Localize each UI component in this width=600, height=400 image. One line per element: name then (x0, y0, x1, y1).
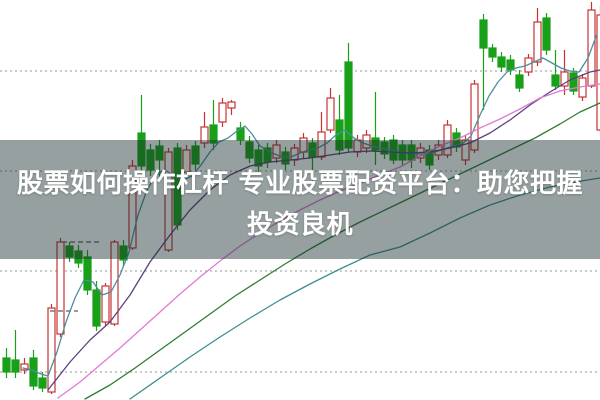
candle-down (146, 149, 155, 171)
headline-overlay: 股票如何操作杠杆 专业股票配资平台：助您把握 投资良机 (0, 140, 600, 259)
candle-up (596, 14, 600, 131)
candle-up (128, 165, 137, 249)
candle-up (20, 363, 29, 371)
candle-up (218, 102, 227, 123)
candle-down (569, 72, 578, 92)
ma-fast-teal-line (22, 33, 598, 377)
ma-purple-line (47, 69, 600, 391)
candle-down (137, 132, 146, 167)
candle-up (110, 241, 119, 325)
candle-up (443, 124, 452, 156)
candle-down (497, 56, 506, 68)
candle-down (515, 74, 524, 89)
candle-up (200, 126, 209, 144)
candle-down (155, 145, 164, 161)
candle-down (551, 74, 560, 87)
candle-down (92, 289, 101, 327)
candle-down (254, 149, 263, 167)
candle-down (542, 17, 551, 51)
candle-up (470, 83, 479, 151)
candle-down (119, 245, 128, 261)
candle-up (362, 134, 371, 149)
headline-line-2: 投资良机 (246, 209, 353, 240)
candle-up (533, 21, 542, 63)
candle-up (182, 149, 191, 173)
candle-down (488, 47, 497, 58)
candle-down (74, 250, 83, 264)
candle-up (461, 139, 470, 161)
candle-up (47, 307, 56, 393)
candle-down (425, 149, 434, 166)
candle-up (560, 71, 569, 87)
candle-up (101, 285, 110, 323)
candle-down (479, 19, 488, 49)
candle-down (506, 59, 515, 71)
candle-down (2, 357, 11, 373)
candle-up (56, 241, 65, 335)
candle-down (344, 61, 353, 149)
candle-down (83, 256, 92, 291)
candle-up (164, 151, 173, 251)
candle-down (191, 145, 200, 165)
ma-slow-teal-line (129, 177, 600, 400)
candle-down (65, 245, 74, 258)
candle-up (272, 144, 281, 159)
candle-down (209, 124, 218, 144)
candle-down (245, 141, 254, 159)
candle-down (281, 151, 290, 165)
headline-line-1: 股票如何操作杠杆 专业股票配资平台：助您把握 (16, 168, 584, 199)
ma-dark-green-line (84, 102, 600, 400)
ma-pink-line (57, 83, 600, 399)
candle-down (11, 359, 20, 373)
candle-down (38, 377, 47, 389)
candle-up (227, 101, 236, 109)
candle-up (326, 97, 335, 131)
candle-down (236, 127, 245, 141)
candle-down (371, 137, 380, 151)
